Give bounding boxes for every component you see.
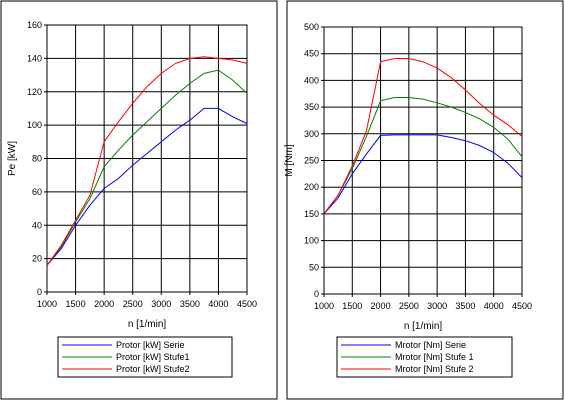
legend-label: Mrotor [Nm] Stufe 1 (395, 352, 474, 362)
torque-chart: 1000 1500 2000 2500 3000 3500 4000 4500 0 50 100 1… (284, 0, 564, 400)
series-group (46, 56, 248, 266)
y-tick-label: 20 (32, 254, 42, 264)
legend-label: Mrotor [Nm] Stufe 2 (395, 364, 474, 374)
legend-label: Protor [kW] Stufe2 (116, 364, 190, 374)
x-tick-label: 4000 (208, 299, 228, 309)
y-tick-label: 50 (309, 262, 319, 272)
x-tick-label: 1500 (66, 299, 86, 309)
y-tick-label: 450 (304, 49, 319, 59)
series-line (46, 69, 248, 266)
x-tick-label: 4500 (512, 301, 532, 311)
y-tick-label: 120 (27, 87, 42, 97)
y-tick-label: 60 (32, 187, 42, 197)
x-tick-label: 2000 (371, 301, 391, 311)
series-line (46, 107, 248, 266)
x-tick-label: 3000 (427, 301, 447, 311)
x-tick-label: 4000 (484, 301, 504, 311)
y-tick-label: 300 (304, 129, 319, 139)
legend: Protor [kW] Serie Protor [kW] Stufe1 Proto… (57, 336, 233, 378)
x-tick-label: 2500 (399, 301, 419, 311)
series-line (323, 134, 523, 215)
series-line (46, 56, 248, 266)
legend: Mrotor [Nm] Serie Mrotor [Nm] Stufe 1 Mrot… (336, 336, 513, 378)
y-ticks: 0 50 100 150 200 250 300 350 400 450 500 (304, 22, 324, 299)
x-tick-label: 3500 (455, 301, 475, 311)
x-tick-label: 4500 (237, 299, 257, 309)
x-tick-label: 1000 (37, 299, 57, 309)
chart-frame (286, 0, 564, 400)
x-axis-label: n [1/min] (128, 319, 167, 330)
x-tick-label: 3500 (180, 299, 200, 309)
series-line (323, 58, 523, 215)
y-tick-label: 500 (304, 22, 319, 32)
legend-label: Mrotor [Nm] Serie (395, 340, 466, 350)
y-tick-label: 100 (304, 236, 319, 246)
x-tick-label: 2000 (94, 299, 114, 309)
x-tick-label: 3000 (151, 299, 171, 309)
y-ticks: 0 20 40 60 80 100 120 140 160 (27, 20, 47, 297)
y-tick-label: 400 (304, 75, 319, 85)
y-tick-label: 80 (32, 154, 42, 164)
y-tick-label: 140 (27, 53, 42, 63)
y-tick-label: 0 (37, 287, 42, 297)
legend-label: Protor [kW] Stufe1 (116, 352, 190, 362)
x-ticks: 1000 1500 2000 2500 3000 3500 4000 4500 (37, 292, 257, 309)
power-chart: 1000 1500 2000 2500 3000 3500 4000 4500 0 20 40 60… (0, 0, 278, 400)
y-tick-label: 150 (304, 209, 319, 219)
x-tick-label: 1500 (342, 301, 362, 311)
x-axis-label: n [1/min] (404, 321, 443, 332)
y-axis-label: M [Nm] (284, 144, 295, 176)
x-tick-label: 1000 (314, 301, 334, 311)
x-ticks: 1000 1500 2000 2500 3000 3500 4000 4500 (314, 294, 532, 311)
grid (324, 27, 522, 294)
x-tick-label: 2500 (123, 299, 143, 309)
y-tick-label: 200 (304, 182, 319, 192)
series-group (323, 58, 523, 215)
series-line (323, 97, 523, 215)
y-tick-label: 0 (314, 289, 319, 299)
grid (47, 25, 247, 292)
y-tick-label: 160 (27, 20, 42, 30)
y-tick-label: 350 (304, 102, 319, 112)
y-axis-label: Pe [kW] (7, 141, 18, 176)
y-tick-label: 250 (304, 156, 319, 166)
y-tick-label: 100 (27, 120, 42, 130)
legend-label: Protor [kW] Serie (116, 340, 185, 350)
y-tick-label: 40 (32, 220, 42, 230)
